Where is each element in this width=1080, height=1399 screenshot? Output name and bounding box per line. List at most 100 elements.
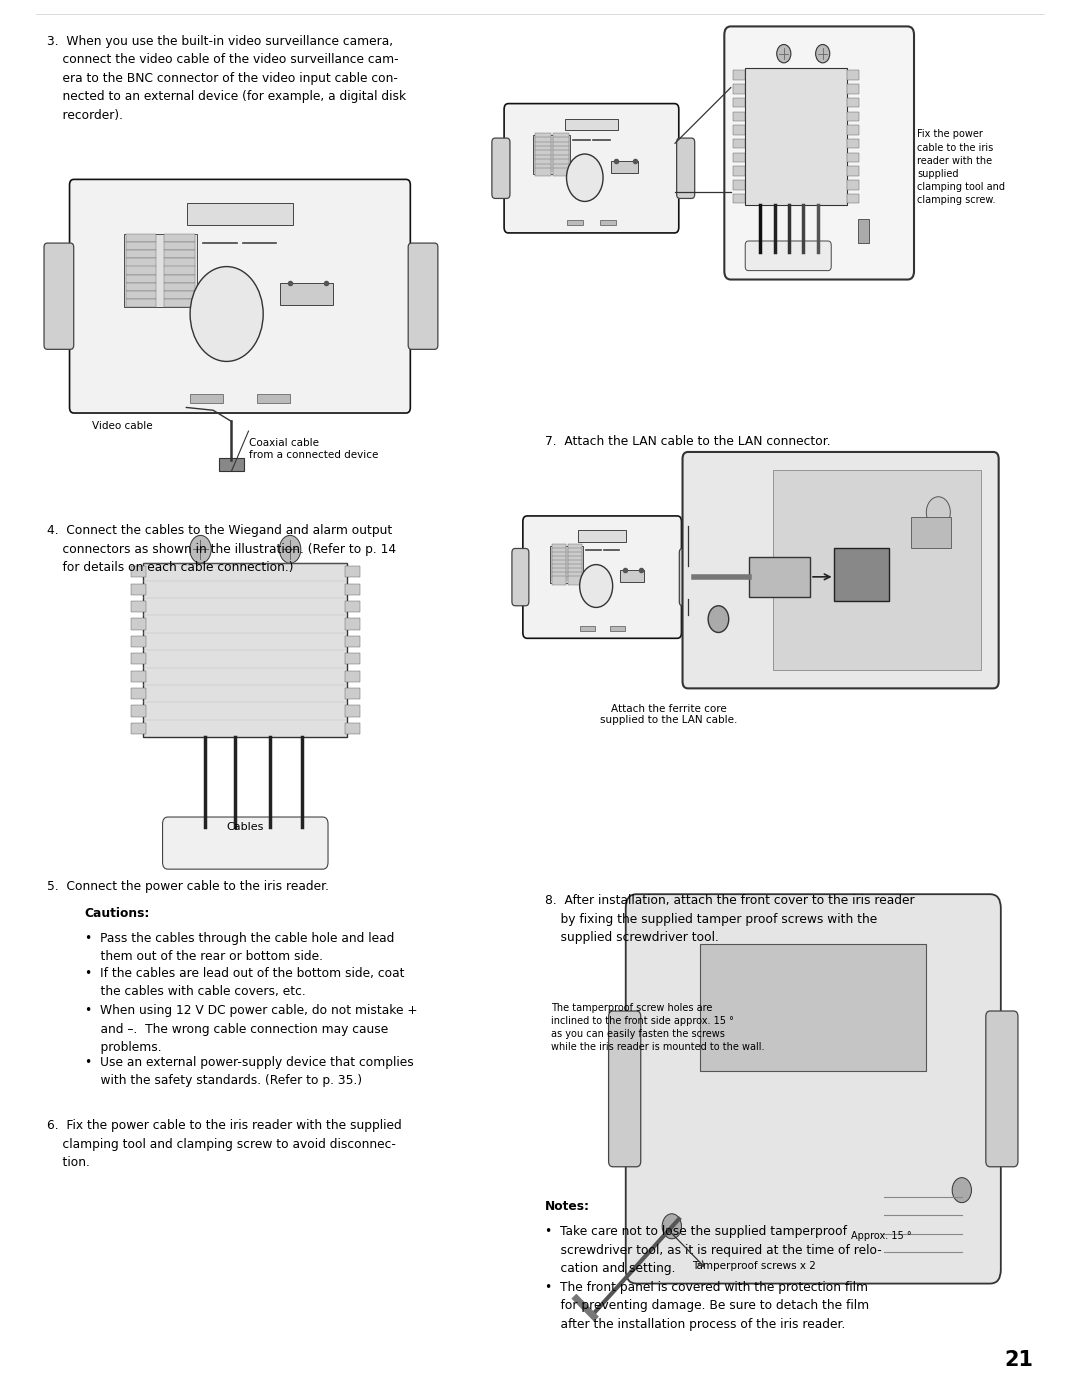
Bar bbox=[345, 602, 360, 613]
Bar bbox=[164, 283, 194, 291]
Bar bbox=[125, 299, 157, 308]
Bar bbox=[125, 259, 157, 267]
Bar bbox=[552, 572, 566, 581]
Bar bbox=[536, 137, 551, 145]
Bar bbox=[553, 145, 569, 154]
Bar bbox=[568, 560, 582, 568]
Circle shape bbox=[777, 45, 791, 63]
Bar bbox=[733, 139, 745, 148]
Bar bbox=[536, 141, 551, 150]
Text: Fix the power
cable to the iris
reader with the
supplied
clamping tool and
clamp: Fix the power cable to the iris reader w… bbox=[917, 129, 1005, 206]
Bar bbox=[848, 84, 859, 94]
Bar bbox=[848, 166, 859, 176]
Bar bbox=[553, 133, 569, 141]
Bar bbox=[609, 627, 624, 631]
Text: 8.  After installation, attach the front cover to the iris reader
    by fixing : 8. After installation, attach the front … bbox=[545, 894, 915, 944]
Circle shape bbox=[280, 536, 301, 564]
Text: •  Pass the cables through the cable hole and lead
    them out of the rear or b: • Pass the cables through the cable hole… bbox=[84, 932, 394, 964]
Text: Tamperproof screws x 2: Tamperproof screws x 2 bbox=[692, 1262, 816, 1272]
FancyBboxPatch shape bbox=[625, 894, 1001, 1283]
Bar bbox=[848, 70, 859, 80]
Bar bbox=[748, 557, 810, 597]
Bar bbox=[552, 555, 566, 564]
Bar bbox=[345, 618, 360, 630]
Text: •  Use an external power-supply device that complies
    with the safety standar: • Use an external power-supply device th… bbox=[84, 1055, 414, 1087]
Bar bbox=[552, 564, 566, 572]
Bar bbox=[568, 555, 582, 564]
Bar bbox=[125, 291, 157, 299]
Bar bbox=[848, 152, 859, 162]
Bar bbox=[131, 567, 146, 578]
Text: Notes:: Notes: bbox=[545, 1200, 591, 1213]
Bar bbox=[553, 164, 569, 172]
Bar bbox=[164, 274, 194, 283]
Bar bbox=[733, 152, 745, 162]
Text: Attach the ferrite core
supplied to the LAN cable.: Attach the ferrite core supplied to the … bbox=[599, 704, 738, 725]
Bar bbox=[733, 84, 745, 94]
Bar bbox=[190, 395, 224, 403]
Bar bbox=[123, 234, 197, 308]
Bar bbox=[859, 220, 868, 243]
Bar bbox=[131, 688, 146, 700]
Circle shape bbox=[190, 536, 212, 564]
Bar bbox=[131, 637, 146, 646]
Bar bbox=[345, 653, 360, 665]
Bar bbox=[164, 250, 194, 259]
Bar bbox=[536, 164, 551, 172]
Bar bbox=[848, 180, 859, 190]
Bar bbox=[552, 544, 566, 553]
Bar bbox=[125, 266, 157, 274]
FancyBboxPatch shape bbox=[683, 452, 999, 688]
Bar bbox=[773, 470, 981, 670]
Bar bbox=[599, 220, 617, 225]
Bar bbox=[620, 571, 644, 582]
Circle shape bbox=[708, 606, 729, 632]
Bar bbox=[534, 136, 570, 175]
Bar bbox=[567, 220, 583, 225]
Bar bbox=[835, 548, 890, 602]
Bar bbox=[848, 98, 859, 108]
Bar bbox=[733, 180, 745, 190]
Bar bbox=[125, 242, 157, 250]
Bar bbox=[131, 618, 146, 630]
Bar bbox=[745, 69, 848, 206]
Text: Coaxial cable
from a connected device: Coaxial cable from a connected device bbox=[248, 438, 378, 460]
Bar bbox=[910, 516, 950, 548]
Text: 3.  When you use the built-in video surveillance camera,
    connect the video c: 3. When you use the built-in video surve… bbox=[48, 35, 406, 122]
FancyBboxPatch shape bbox=[609, 1011, 640, 1167]
Bar bbox=[536, 133, 551, 141]
Bar bbox=[580, 627, 595, 631]
Bar bbox=[164, 234, 194, 242]
FancyBboxPatch shape bbox=[986, 1011, 1018, 1167]
FancyBboxPatch shape bbox=[408, 243, 437, 350]
Bar bbox=[536, 159, 551, 168]
Bar bbox=[536, 155, 551, 164]
Text: 7.  Attach the LAN cable to the LAN connector.: 7. Attach the LAN cable to the LAN conne… bbox=[545, 435, 831, 448]
Bar bbox=[550, 546, 582, 583]
Bar bbox=[187, 203, 293, 225]
Text: •  Take care not to lose the supplied tamperproof
    screwdriver tool, as it is: • Take care not to lose the supplied tam… bbox=[545, 1226, 882, 1274]
Bar bbox=[345, 567, 360, 578]
Bar bbox=[611, 161, 638, 173]
Bar bbox=[568, 544, 582, 553]
Bar bbox=[552, 553, 566, 561]
Text: •  When using 12 V DC power cable, do not mistake +
    and –.  The wrong cable : • When using 12 V DC power cable, do not… bbox=[84, 1004, 417, 1053]
Circle shape bbox=[190, 267, 264, 361]
Bar bbox=[700, 944, 927, 1070]
Bar bbox=[848, 139, 859, 148]
Bar bbox=[345, 670, 360, 681]
Bar bbox=[164, 242, 194, 250]
FancyBboxPatch shape bbox=[679, 548, 697, 606]
Text: Cables: Cables bbox=[227, 823, 264, 832]
FancyBboxPatch shape bbox=[163, 817, 328, 869]
Bar bbox=[568, 576, 582, 585]
Bar bbox=[131, 705, 146, 716]
Bar bbox=[733, 126, 745, 134]
Bar bbox=[733, 112, 745, 122]
Circle shape bbox=[953, 1178, 971, 1203]
FancyBboxPatch shape bbox=[512, 548, 529, 606]
Circle shape bbox=[567, 154, 603, 201]
Bar bbox=[164, 259, 194, 267]
Bar bbox=[553, 159, 569, 168]
FancyBboxPatch shape bbox=[725, 27, 914, 280]
